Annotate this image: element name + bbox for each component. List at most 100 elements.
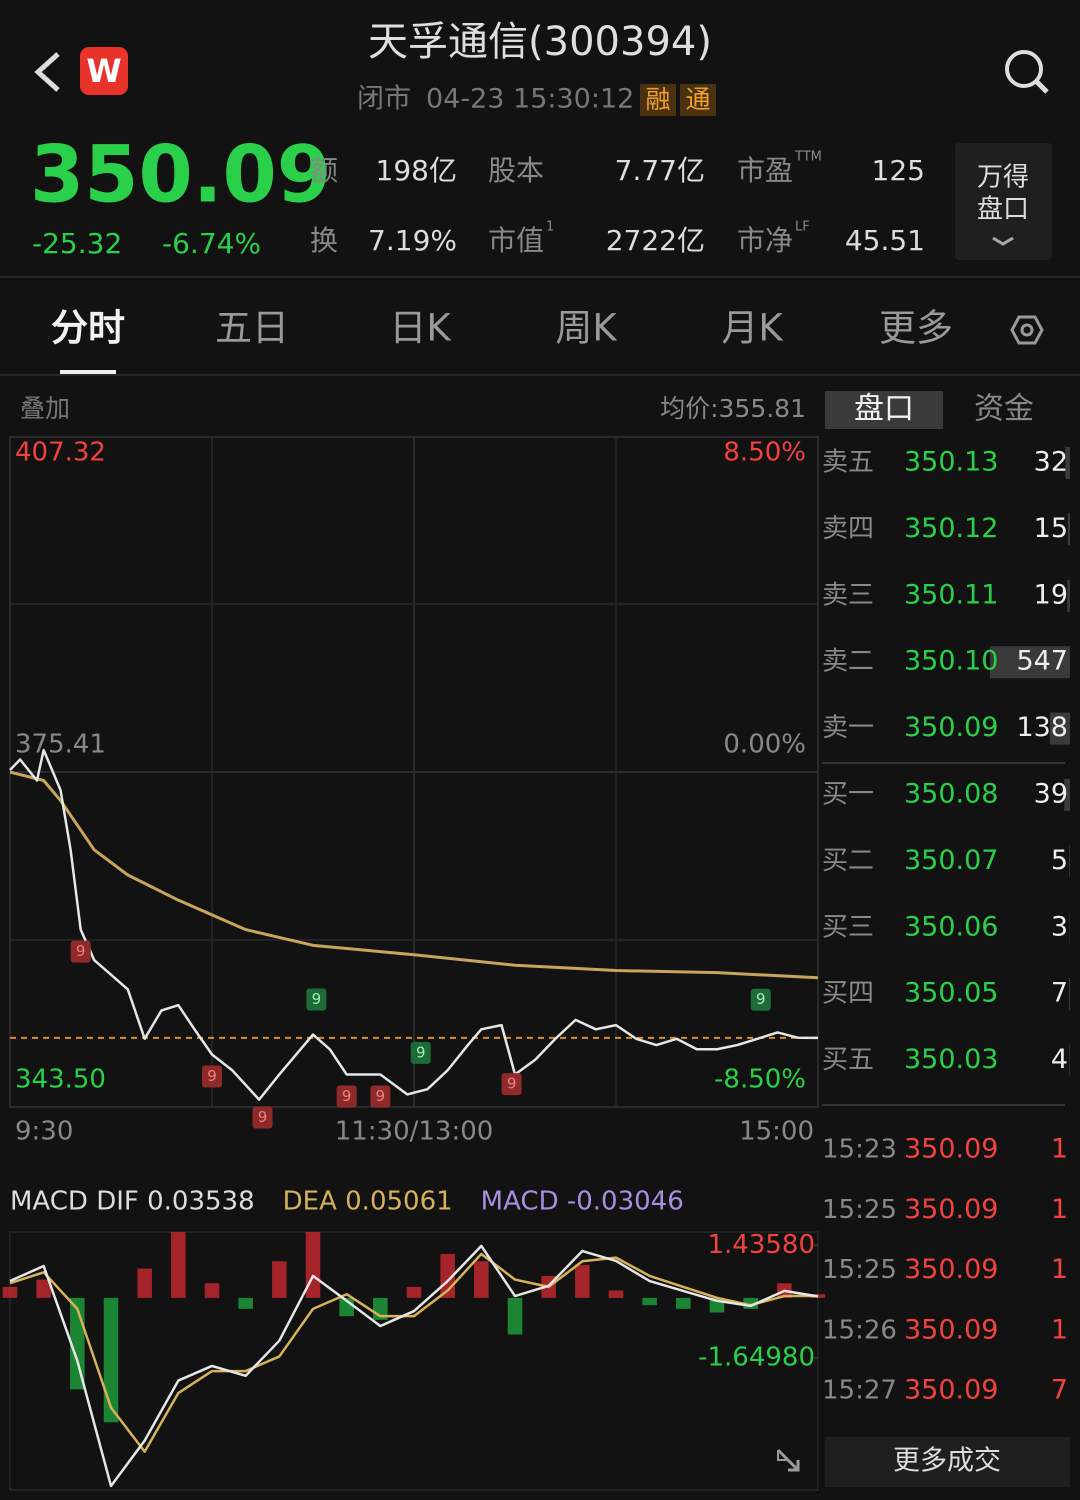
x-tick-label: 9:30 bbox=[15, 1117, 73, 1147]
logo-text: W bbox=[86, 52, 121, 90]
book-label: 买三 bbox=[822, 912, 874, 942]
stat-value: 198亿 bbox=[376, 154, 457, 187]
book-label: 卖五 bbox=[822, 448, 874, 478]
macd-tick-label: 1.43580 bbox=[707, 1230, 815, 1260]
book-price: 350.03 bbox=[904, 1044, 998, 1075]
tag-text: 融 bbox=[645, 85, 670, 114]
signal-marker bbox=[750, 988, 771, 1011]
expand-icon[interactable] bbox=[777, 1450, 788, 1461]
book-volume: 3 bbox=[1051, 911, 1068, 942]
signal-marker bbox=[306, 988, 327, 1011]
stat-label: 额 bbox=[310, 154, 338, 187]
stat-value: 7.19% bbox=[368, 224, 457, 257]
wind-book-button[interactable] bbox=[955, 143, 1052, 260]
stat-value: 2722亿 bbox=[606, 224, 705, 257]
trade-time: 15:27 bbox=[822, 1376, 897, 1406]
volume-bar bbox=[1049, 712, 1070, 745]
book-label: 买四 bbox=[822, 979, 874, 1009]
macd-bar bbox=[103, 1297, 119, 1423]
tab[interactable]: 分时 bbox=[51, 307, 125, 350]
stat-label: 市盈 bbox=[737, 154, 793, 187]
logo[interactable] bbox=[80, 47, 128, 95]
tab[interactable]: 月K bbox=[721, 307, 784, 350]
settings-icon-dot bbox=[1020, 323, 1034, 337]
trade-price: 350.09 bbox=[904, 1134, 998, 1165]
tab[interactable]: 更多 bbox=[879, 307, 953, 350]
trade-time: 15:25 bbox=[822, 1195, 897, 1225]
book-tab-bg bbox=[825, 391, 943, 429]
book-volume: 15 bbox=[1034, 513, 1068, 544]
book-label: 买二 bbox=[822, 846, 874, 876]
volume-bar bbox=[1069, 845, 1070, 878]
signal-label: 9 bbox=[376, 1087, 386, 1105]
macd-bar bbox=[608, 1290, 624, 1298]
macd-bar bbox=[507, 1297, 523, 1335]
tab-indicator bbox=[60, 370, 116, 374]
macd-bar bbox=[406, 1286, 422, 1298]
stat-value: 45.51 bbox=[845, 224, 925, 257]
tag-text: 通 bbox=[685, 85, 710, 114]
book-price: 350.11 bbox=[904, 579, 998, 610]
book-label: 卖三 bbox=[822, 580, 874, 610]
tab[interactable]: 周K bbox=[555, 307, 618, 350]
tag bbox=[680, 84, 716, 116]
y-tick-label: 375.41 bbox=[15, 730, 106, 760]
volume-bar bbox=[1068, 978, 1070, 1011]
market-status: 闭市 bbox=[357, 84, 411, 115]
stat-sup: 1 bbox=[546, 220, 554, 235]
back-button[interactable] bbox=[34, 52, 60, 92]
series-line bbox=[9, 1244, 819, 1488]
y2-tick-label: -8.50% bbox=[714, 1065, 806, 1095]
volume-bar bbox=[1067, 513, 1070, 546]
macd-legend: MACD -0.03046 bbox=[481, 1187, 684, 1217]
y-tick-label: 343.50 bbox=[15, 1065, 106, 1095]
y2-tick-label: 0.00% bbox=[723, 730, 806, 760]
trade-price: 350.09 bbox=[904, 1314, 998, 1345]
tab[interactable]: 日K bbox=[389, 307, 452, 350]
book-volume: 138 bbox=[1016, 712, 1068, 743]
book-volume: 547 bbox=[1016, 646, 1068, 677]
signal-label: 9 bbox=[342, 1087, 352, 1105]
signal-marker bbox=[252, 1106, 273, 1129]
book-label: 卖四 bbox=[822, 514, 874, 544]
tab[interactable]: 五日 bbox=[215, 307, 289, 350]
y-tick-label: 407.32 bbox=[15, 438, 106, 468]
macd-bar bbox=[474, 1261, 489, 1298]
signal-marker bbox=[410, 1041, 431, 1064]
search-icon-handle bbox=[1034, 79, 1049, 94]
series-line bbox=[9, 748, 819, 1101]
stat-value: 7.77亿 bbox=[615, 154, 705, 187]
book-volume: 19 bbox=[1034, 579, 1068, 610]
macd-legend: DEA 0.05061 bbox=[283, 1187, 453, 1217]
macd-bar bbox=[171, 1232, 186, 1298]
book-price: 350.05 bbox=[904, 978, 998, 1009]
chevron bbox=[992, 236, 1014, 246]
trade-volume: 7 bbox=[1051, 1375, 1068, 1406]
book-price: 350.09 bbox=[904, 712, 998, 743]
book-price: 350.08 bbox=[904, 779, 998, 810]
quote-time: 04-23 15:30:12 bbox=[426, 84, 634, 115]
stat-label: 市值 bbox=[488, 224, 544, 257]
tag bbox=[640, 84, 676, 116]
settings-icon[interactable] bbox=[1010, 315, 1044, 345]
macd-bar bbox=[204, 1283, 220, 1298]
search-icon[interactable] bbox=[1005, 50, 1043, 88]
signal-label: 9 bbox=[756, 990, 766, 1008]
book-price: 350.12 bbox=[904, 513, 998, 544]
volume-bar bbox=[990, 646, 1070, 679]
more-trades-text: 更多成交 bbox=[893, 1446, 1001, 1477]
signal-marker bbox=[70, 940, 91, 963]
book-tab[interactable]: 资金 bbox=[974, 392, 1034, 427]
trade-volume: 1 bbox=[1051, 1254, 1068, 1285]
overlay-button[interactable]: 叠加 bbox=[20, 394, 70, 423]
more-trades-button[interactable] bbox=[825, 1437, 1070, 1487]
signal-label: 9 bbox=[416, 1043, 426, 1061]
book-tab[interactable]: 盘口 bbox=[854, 392, 914, 427]
book-volume: 5 bbox=[1051, 845, 1068, 876]
stat-label: 换 bbox=[310, 224, 338, 257]
macd-tick-label: -1.64980 bbox=[698, 1343, 815, 1373]
signal-marker bbox=[336, 1085, 357, 1108]
trade-volume: 1 bbox=[1051, 1314, 1068, 1345]
